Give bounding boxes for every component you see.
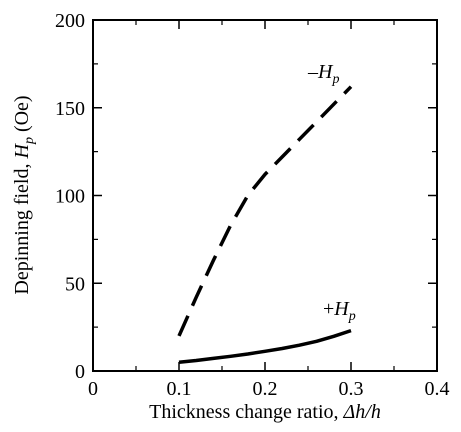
tick-labels: 0 0.1 0.2 0.3 0.4 0 50 100 150 200 bbox=[55, 10, 450, 400]
y-tick-label: 50 bbox=[65, 273, 85, 295]
x-tick-label: 0.1 bbox=[167, 378, 192, 400]
x-tick-label: 0 bbox=[88, 378, 98, 400]
x-tick-label: 0.2 bbox=[253, 378, 278, 400]
series-line-minus-hp bbox=[177, 85, 353, 337]
y-axis-title: Depinning field, Hp (Oe) bbox=[11, 95, 37, 294]
y-tick-label: 0 bbox=[75, 361, 85, 383]
x-tick-label: 0.4 bbox=[425, 378, 450, 400]
y-tick-label: 100 bbox=[55, 186, 85, 208]
tick-marks bbox=[92, 19, 438, 372]
y-tick-label: 150 bbox=[55, 98, 85, 120]
series-line-plus-hp bbox=[178, 328, 352, 364]
y-tick-label: 200 bbox=[55, 10, 85, 32]
plot-frame bbox=[92, 19, 438, 372]
series-lines bbox=[177, 85, 353, 364]
series-label-minus-hp: –Hp bbox=[307, 61, 339, 87]
series-label-plus-hp: +Hp bbox=[323, 298, 356, 324]
x-tick-label: 0.3 bbox=[339, 378, 364, 400]
x-axis-title: Thickness change ratio, Δh/h bbox=[149, 401, 381, 423]
